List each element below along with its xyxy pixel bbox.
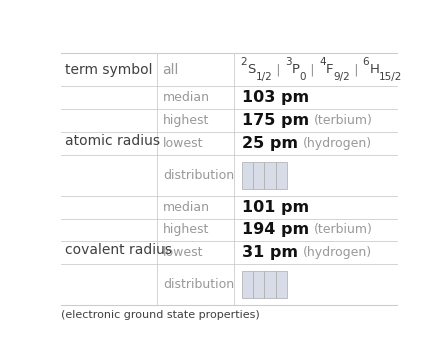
Text: median: median (163, 91, 210, 104)
Text: 15/2: 15/2 (379, 72, 403, 82)
Bar (242, 162, 253, 189)
Text: |: | (350, 63, 363, 76)
Text: highest: highest (163, 114, 210, 127)
Text: lowest: lowest (163, 137, 203, 150)
Text: (terbium): (terbium) (314, 224, 373, 236)
Bar (275, 162, 287, 189)
Bar (264, 272, 275, 298)
Text: covalent radius: covalent radius (65, 243, 172, 257)
Text: 103 pm: 103 pm (242, 90, 309, 105)
Text: distribution: distribution (163, 169, 234, 182)
Text: F: F (325, 63, 333, 76)
Text: (electronic ground state properties): (electronic ground state properties) (61, 310, 260, 320)
Text: |: | (272, 63, 285, 76)
Text: P: P (291, 63, 299, 76)
Text: 0: 0 (299, 72, 306, 82)
Text: 194 pm: 194 pm (242, 223, 309, 237)
Text: all: all (162, 63, 178, 77)
Text: 9/2: 9/2 (333, 72, 350, 82)
Text: distribution: distribution (163, 278, 234, 291)
Text: median: median (163, 201, 210, 213)
Text: 6: 6 (363, 57, 369, 67)
Text: (terbium): (terbium) (314, 114, 373, 127)
Text: (hydrogen): (hydrogen) (303, 246, 372, 260)
Text: lowest: lowest (163, 246, 203, 260)
Text: 1/2: 1/2 (255, 72, 272, 82)
Text: 25 pm: 25 pm (242, 136, 298, 151)
Text: H: H (369, 63, 379, 76)
Text: |: | (306, 63, 319, 76)
Bar (242, 272, 253, 298)
Text: 175 pm: 175 pm (242, 113, 309, 128)
Text: 101 pm: 101 pm (242, 200, 309, 215)
Bar (275, 272, 287, 298)
Text: S: S (247, 63, 255, 76)
Text: 2: 2 (240, 57, 247, 67)
Text: highest: highest (163, 224, 210, 236)
Bar (264, 162, 275, 189)
Text: term symbol: term symbol (65, 63, 153, 77)
Text: 3: 3 (285, 57, 291, 67)
Text: (hydrogen): (hydrogen) (303, 137, 372, 150)
Bar (253, 162, 264, 189)
Bar (253, 272, 264, 298)
Text: 4: 4 (319, 57, 325, 67)
Text: atomic radius: atomic radius (65, 134, 160, 148)
Text: 31 pm: 31 pm (242, 245, 298, 260)
